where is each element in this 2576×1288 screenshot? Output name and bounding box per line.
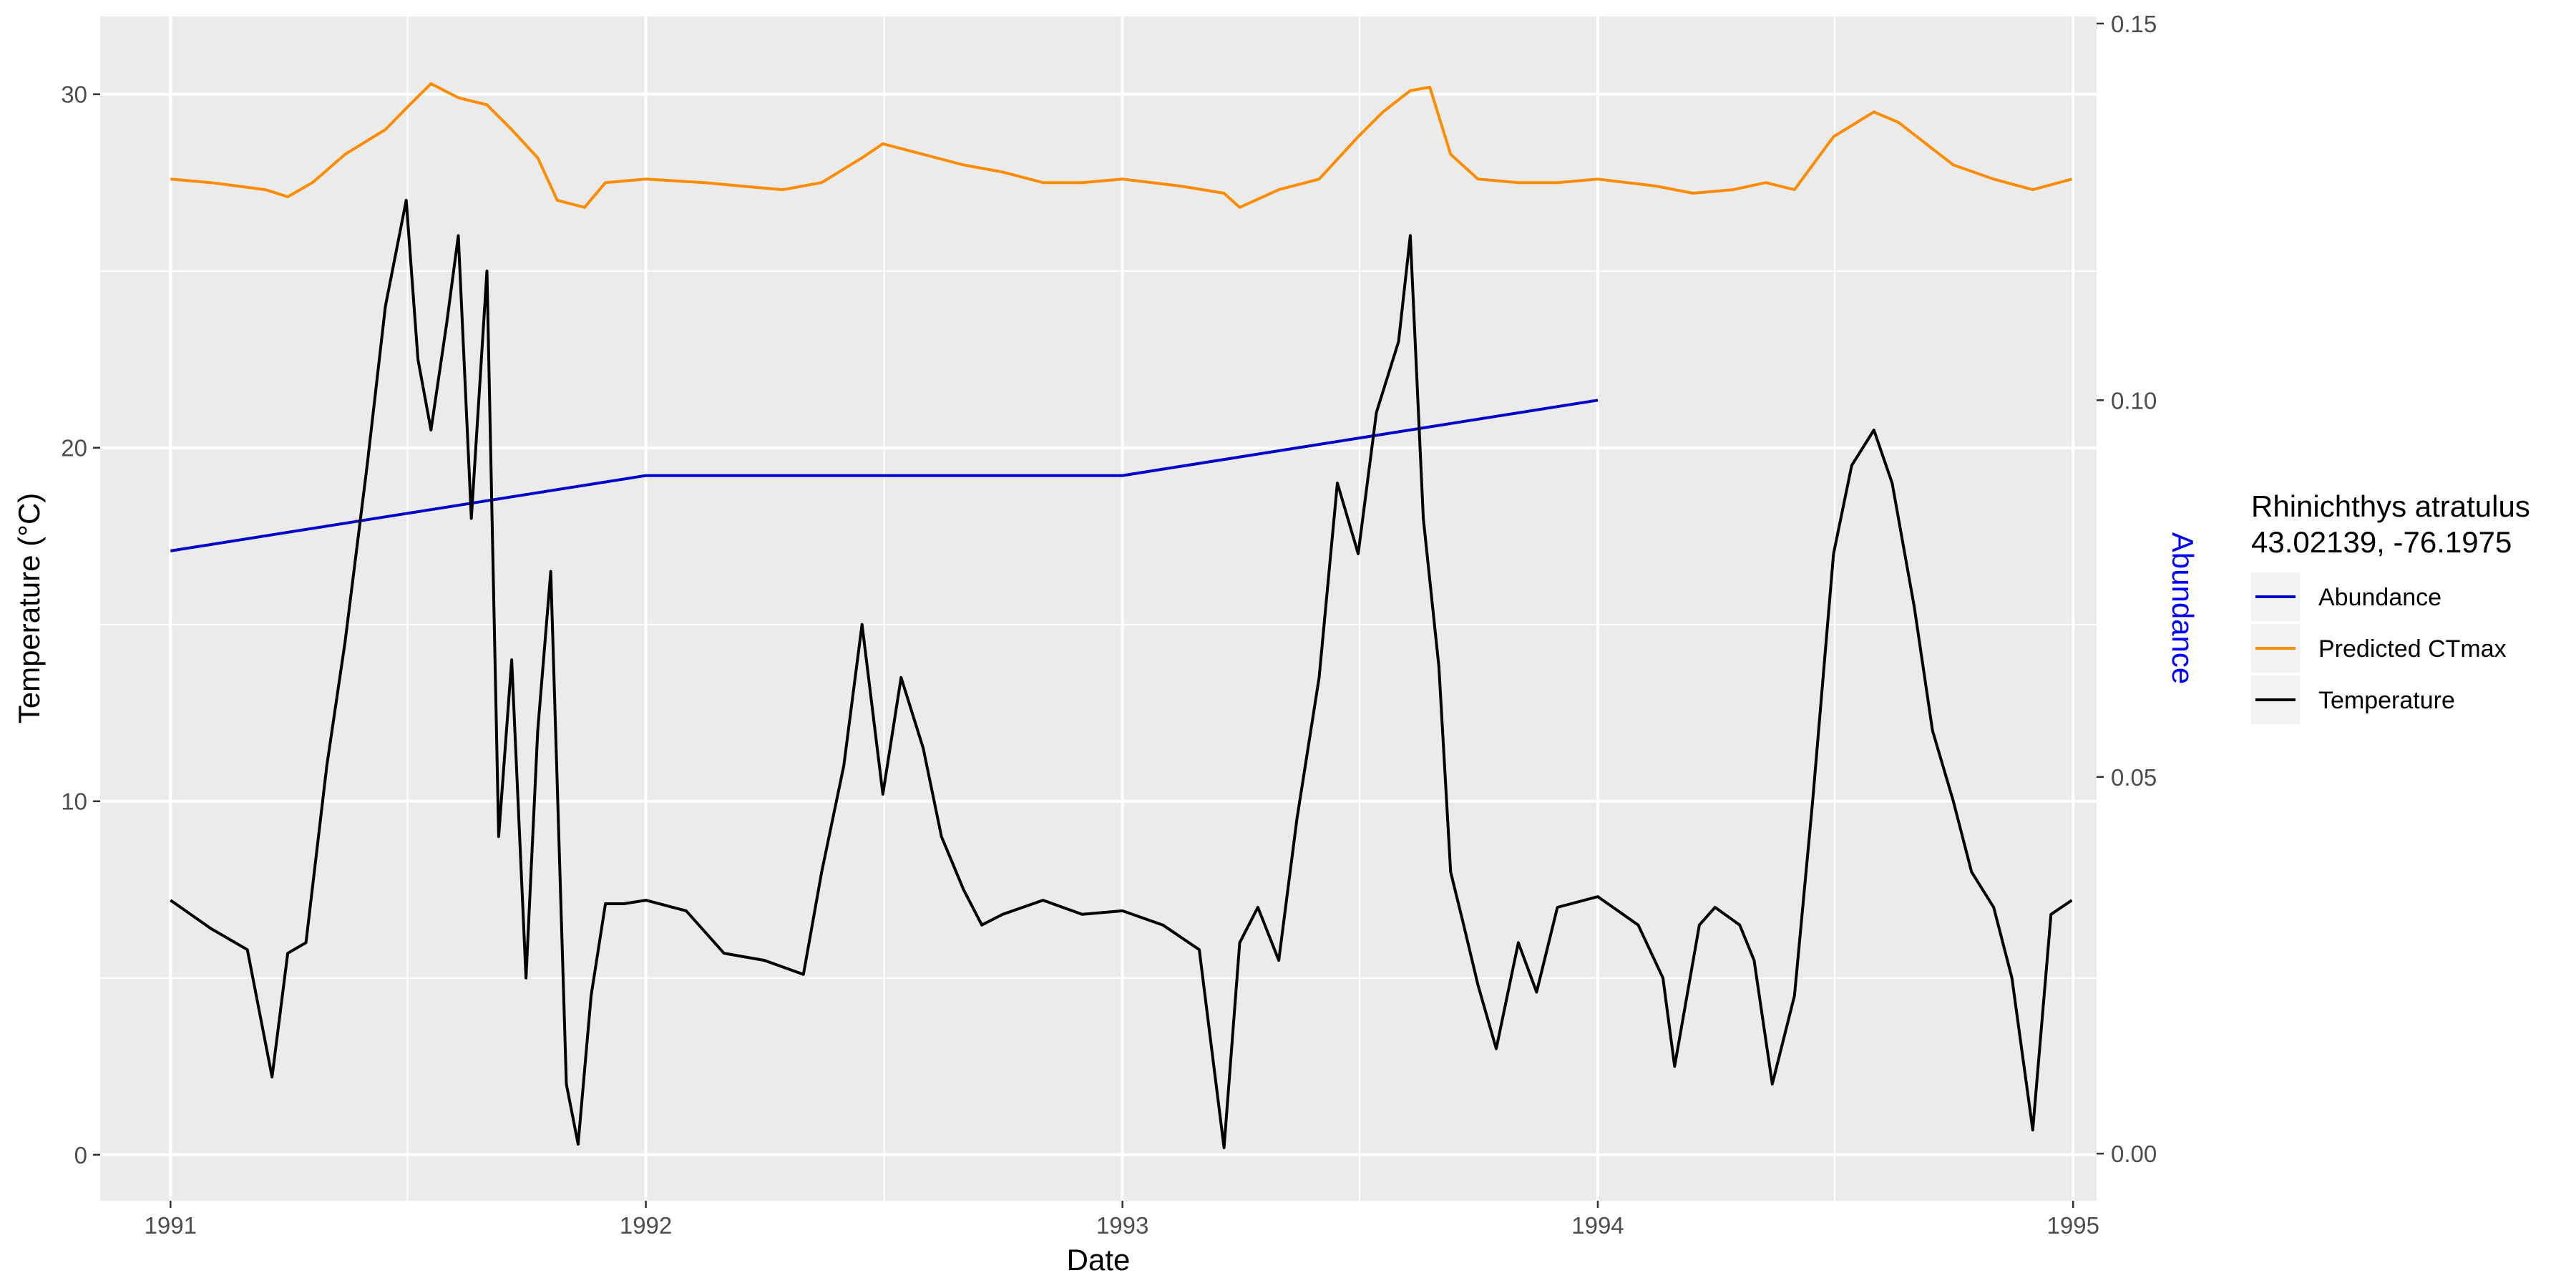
axis-left: 0 10 20 30 [61,82,100,1169]
y-left-tick-label: 30 [61,82,87,108]
y-left-tick-label: 10 [61,789,87,815]
y-right-tick-label: 0.10 [2111,387,2157,414]
plot-panel [100,16,2097,1201]
axis-right: 0.00 0.05 0.10 0.15 [2097,11,2157,1167]
series-line-abundance [170,399,1599,552]
y-right-tick-label: 0.05 [2111,764,2157,791]
series-line-temperature [170,198,2073,1149]
y-right-tick-label: 0.00 [2111,1141,2157,1167]
x-tick-label: 1994 [1571,1212,1624,1239]
legend: Rhinichthys atratulus 43.02139, -76.1975… [2251,489,2530,724]
x-tick-label: 1992 [620,1212,672,1239]
legend-label-temperature: Temperature [2318,687,2455,714]
x-axis-title: Date [1067,1243,1131,1277]
grid-minor [100,16,2097,1201]
grid-major [100,16,2097,1201]
x-tick-label: 1995 [2047,1212,2099,1239]
y-axis-title-right: Abundance [2166,532,2200,685]
y-right-tick-label: 0.15 [2111,11,2157,37]
legend-label-abundance: Abundance [2318,584,2441,611]
legend-title-coords: 43.02139, -76.1975 [2251,525,2512,559]
legend-title-species: Rhinichthys atratulus [2251,489,2530,523]
y-left-tick-label: 20 [61,435,87,462]
legend-items: Abundance Predicted CTmax Temperature [2251,572,2507,724]
legend-label-predicted-ctmax: Predicted CTmax [2318,635,2507,663]
x-tick-label: 1993 [1096,1212,1148,1239]
y-axis-title-left: Temperature (°C) [12,493,46,724]
x-tick-label: 1991 [145,1212,197,1239]
axis-bottom: 1991 1992 1993 1994 1995 [145,1201,2099,1239]
series-layer [170,82,2073,1149]
series-line-predicted-ctmax [170,82,2072,209]
y-left-tick-label: 0 [74,1142,87,1169]
